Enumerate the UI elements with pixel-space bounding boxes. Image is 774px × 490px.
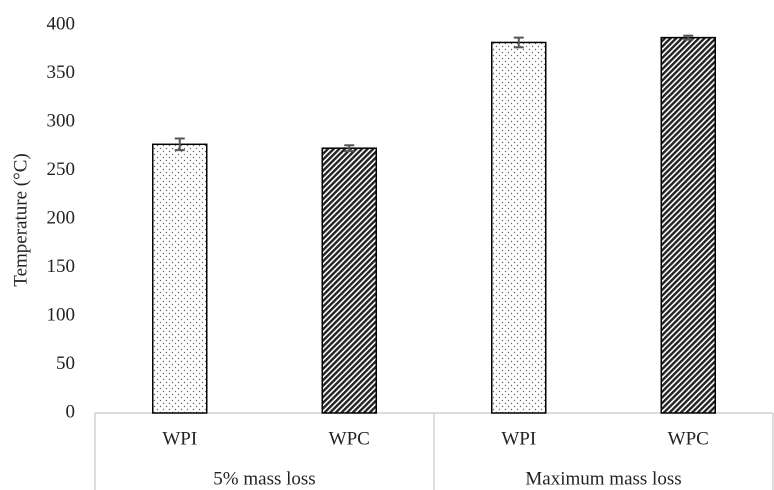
y-tick-label: 150 xyxy=(47,256,76,277)
y-tick-label: 250 xyxy=(47,159,76,180)
x-tick-label: WPI xyxy=(162,428,197,449)
bar xyxy=(321,147,377,414)
y-tick-label: 300 xyxy=(47,110,76,131)
y-axis-label: Temperature (°C) xyxy=(10,153,31,286)
x-tick-label: WPC xyxy=(668,428,709,449)
y-tick-label: 0 xyxy=(66,401,76,422)
group-label: Maximum mass loss xyxy=(525,468,681,489)
y-tick-label: 100 xyxy=(47,304,76,325)
x-tick-label: WPI xyxy=(501,428,536,449)
x-tick-label: WPC xyxy=(329,428,370,449)
y-tick-label: 350 xyxy=(47,62,76,83)
bar xyxy=(152,143,208,414)
y-tick-label: 400 xyxy=(47,13,76,34)
bar xyxy=(660,36,716,414)
group-label: 5% mass loss xyxy=(213,468,315,489)
y-tick-label: 200 xyxy=(47,207,76,228)
bar xyxy=(491,41,547,414)
y-tick-label: 50 xyxy=(56,353,75,374)
